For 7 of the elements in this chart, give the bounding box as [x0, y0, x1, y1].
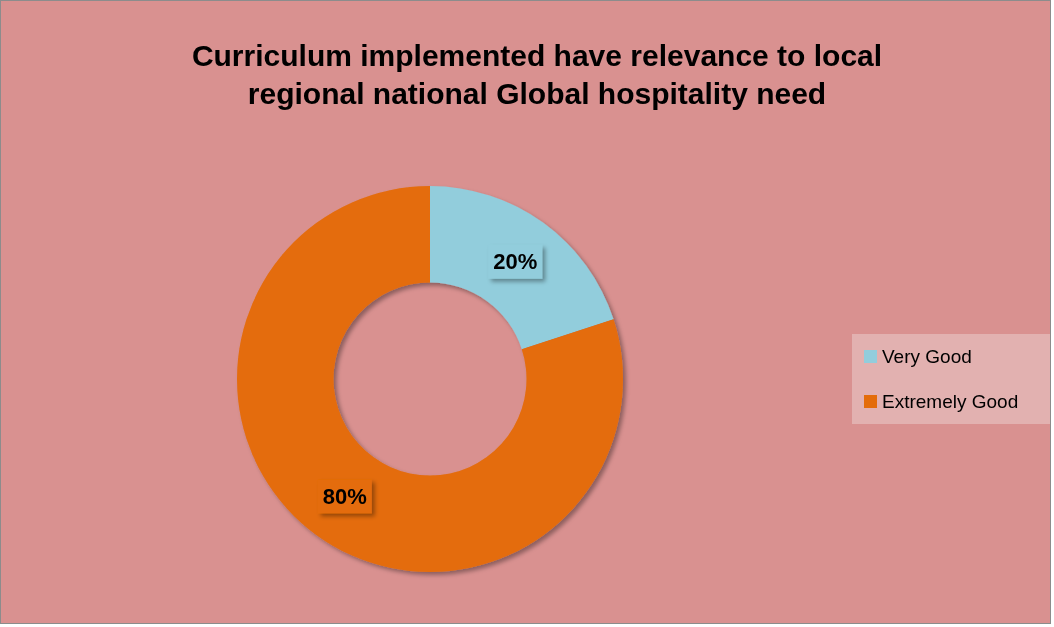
legend-label: Extremely Good	[882, 391, 1019, 412]
legend-label: Very Good	[882, 346, 972, 367]
chart-title: Curriculum implemented have relevance to local regional national Global hospitality need	[191, 39, 883, 110]
data-label: 80%	[322, 484, 367, 510]
data-label: 20%	[493, 249, 538, 275]
donut-slice	[237, 186, 623, 572]
donut-slice	[430, 186, 614, 350]
